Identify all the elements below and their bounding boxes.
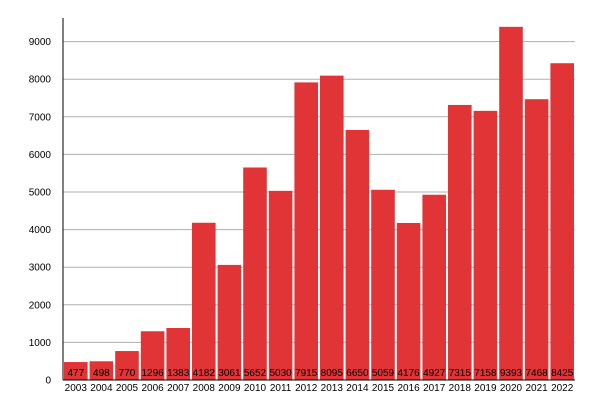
bar bbox=[294, 82, 318, 381]
bar bbox=[140, 331, 165, 380]
y-tick-label: 5000 bbox=[29, 188, 52, 199]
bar-value-label: 1296 bbox=[141, 368, 164, 379]
bar bbox=[524, 99, 549, 381]
bar-value-label: 6650 bbox=[346, 368, 369, 379]
bar bbox=[243, 167, 267, 380]
y-tick-label: 7000 bbox=[29, 112, 52, 123]
y-tick-label: 2000 bbox=[29, 300, 52, 311]
x-tick-label: 2020 bbox=[500, 383, 523, 394]
x-tick-label: 2017 bbox=[423, 383, 446, 394]
y-tick-label: 1000 bbox=[29, 338, 52, 349]
bar bbox=[64, 362, 88, 380]
bar-value-label: 7468 bbox=[525, 368, 548, 379]
y-tick-label: 6000 bbox=[29, 150, 52, 161]
x-tick-label: 2006 bbox=[141, 383, 164, 394]
bar bbox=[217, 264, 242, 380]
x-tick-label: 2011 bbox=[270, 383, 292, 394]
x-tick-label: 2003 bbox=[65, 383, 88, 394]
x-tick-label: 2015 bbox=[372, 383, 395, 394]
x-tick-label: 2010 bbox=[244, 383, 267, 394]
bar bbox=[550, 63, 574, 380]
y-tick-label: 9000 bbox=[29, 37, 52, 48]
x-tick-label: 2008 bbox=[193, 383, 216, 394]
bar-value-label: 770 bbox=[119, 368, 136, 379]
bar-value-label: 3061 bbox=[218, 368, 241, 379]
bar-value-label: 8095 bbox=[321, 368, 344, 379]
x-tick-label: 2016 bbox=[397, 383, 420, 394]
bar bbox=[473, 110, 498, 381]
x-tick-label: 2021 bbox=[525, 383, 548, 394]
bar-value-label: 498 bbox=[93, 368, 110, 379]
bar-value-label: 9393 bbox=[500, 368, 523, 379]
gridlines bbox=[63, 41, 575, 343]
data-labels: 477 498 770 1296 1383 4182 3061 5652 5030 7915 809… bbox=[67, 368, 573, 379]
bar-value-label: 5652 bbox=[244, 368, 267, 379]
bar-value-label: 4176 bbox=[397, 368, 420, 379]
bar bbox=[89, 361, 114, 380]
x-tick-label: 2004 bbox=[90, 383, 113, 394]
y-tick-label: 0 bbox=[45, 376, 51, 387]
bar bbox=[166, 327, 190, 380]
x-tick-label: 2013 bbox=[321, 383, 344, 394]
bar bbox=[371, 189, 395, 380]
x-tick-label: 2019 bbox=[474, 383, 497, 394]
bar-value-label: 4927 bbox=[423, 368, 446, 379]
x-tick-label: 2018 bbox=[449, 383, 472, 394]
x-tick-label: 2005 bbox=[116, 383, 139, 394]
bar-value-label: 5030 bbox=[269, 368, 292, 379]
bar bbox=[422, 194, 446, 380]
bar bbox=[115, 351, 139, 380]
bar bbox=[345, 129, 370, 380]
bar bbox=[192, 222, 216, 380]
bar-value-label: 5059 bbox=[372, 368, 395, 379]
bar-value-label: 4182 bbox=[193, 368, 216, 379]
bar-value-label: 8425 bbox=[551, 368, 574, 379]
bar-value-label: 7158 bbox=[474, 368, 497, 379]
bars bbox=[64, 26, 574, 381]
x-tick-label: 2012 bbox=[295, 383, 318, 394]
x-tick-label: 2022 bbox=[551, 383, 574, 394]
bar-value-label: 7315 bbox=[449, 368, 472, 379]
bar-value-label: 1383 bbox=[167, 368, 190, 379]
x-tick-label: 2007 bbox=[167, 383, 190, 394]
bar bbox=[396, 222, 421, 380]
bar bbox=[499, 26, 523, 380]
y-tick-label: 3000 bbox=[29, 263, 52, 274]
x-tick-label: 2009 bbox=[218, 383, 241, 394]
bar-value-label: 477 bbox=[67, 368, 84, 379]
x-tick-label: 2014 bbox=[346, 383, 369, 394]
axes: 0 1000 2000 3000 4000 5000 6000 7000 8000 9000 200… bbox=[29, 18, 575, 394]
bar-value-label: 7915 bbox=[295, 368, 318, 379]
y-tick-label: 4000 bbox=[29, 225, 52, 236]
y-tick-label: 8000 bbox=[29, 75, 52, 86]
bar bbox=[320, 75, 344, 381]
bar bbox=[448, 104, 472, 381]
bar bbox=[268, 190, 293, 380]
